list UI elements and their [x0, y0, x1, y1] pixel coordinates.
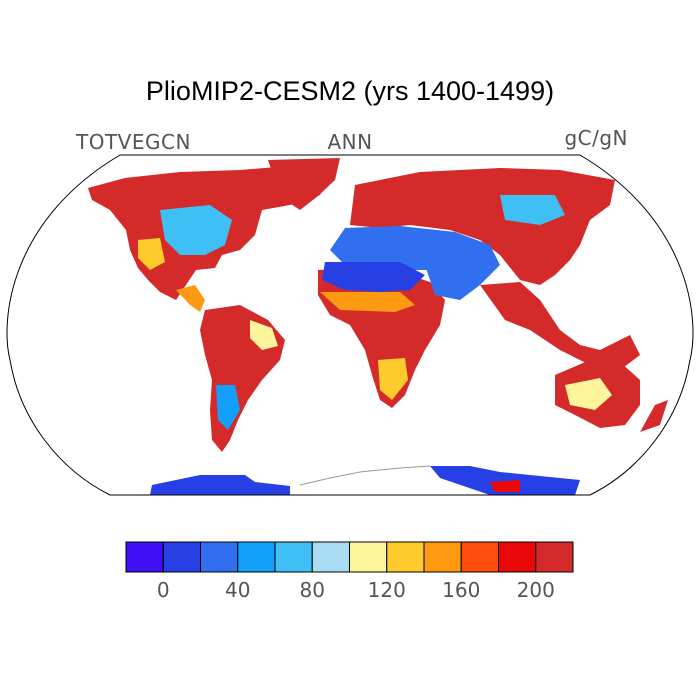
asia-lightblue-region — [500, 195, 565, 225]
antarctica-outline — [299, 465, 431, 486]
variable-label: TOTVEGCN — [76, 130, 191, 154]
colorbar-swatch — [274, 541, 313, 573]
colorbar-tick-label: 200 — [516, 578, 555, 602]
sa-yellow-region — [250, 320, 278, 350]
season-label: ANN — [327, 130, 373, 154]
central-america — [176, 285, 205, 312]
colorbar-swatch — [237, 541, 276, 573]
southern-africa-yellow — [378, 358, 408, 400]
antarctica-red-spot — [490, 480, 520, 492]
colorbar-tick-label: 80 — [299, 578, 325, 602]
sahel-orange-region — [320, 292, 415, 312]
units-label: gC/gN — [564, 126, 628, 150]
colorbar-swatch — [535, 541, 574, 573]
antarctica-west — [150, 475, 290, 495]
antarctica-east — [430, 466, 580, 495]
colorbar-swatch — [460, 541, 499, 573]
south-america — [200, 305, 285, 452]
land-layer — [88, 158, 668, 495]
colorbar-swatch — [311, 541, 350, 573]
sa-blue-region — [216, 385, 240, 430]
new-zealand — [640, 400, 668, 432]
south-asia — [480, 282, 640, 370]
middle-east-blue — [425, 260, 480, 300]
colorbar-swatch — [498, 541, 537, 573]
colorbar-swatch — [349, 541, 388, 573]
greenland — [268, 158, 340, 210]
colorbar-swatch — [423, 541, 462, 573]
colorbar — [125, 541, 574, 573]
colorbar-tick-label: 160 — [442, 578, 481, 602]
colorbar-tick-label: 0 — [156, 578, 170, 602]
colorbar-swatch — [125, 541, 164, 573]
na-yellow-region — [138, 238, 165, 270]
colorbar-swatch — [162, 541, 201, 573]
plot-title: PlioMIP2-CESM2 (yrs 1400-1499) — [145, 76, 555, 106]
globe-outline — [6, 154, 694, 496]
sahara-blue-region — [322, 262, 425, 292]
na-blue-region — [160, 205, 232, 255]
australia-yellow — [565, 378, 612, 410]
colorbar-tick-label: 40 — [225, 578, 251, 602]
colorbar-swatch — [386, 541, 425, 573]
colorbar-tick-label: 120 — [367, 578, 406, 602]
colorbar-swatch — [200, 541, 239, 573]
